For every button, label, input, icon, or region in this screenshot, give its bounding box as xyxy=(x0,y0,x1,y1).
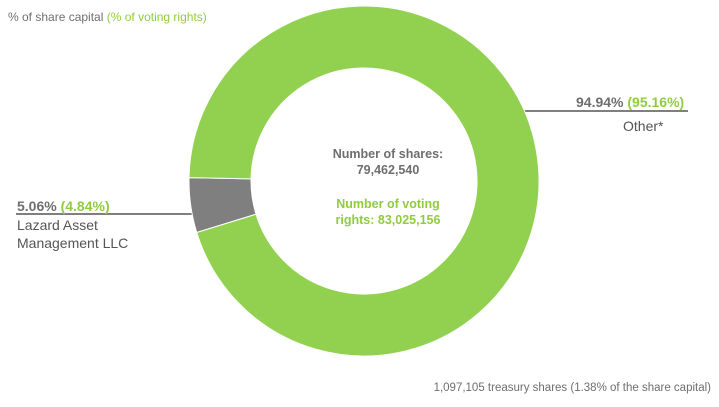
other-share-pct: 94.94% xyxy=(576,94,624,110)
other-name-label: Other* xyxy=(623,118,664,134)
lazard-voting-pct: (4.84%) xyxy=(60,198,110,214)
donut-slices xyxy=(188,5,540,357)
legend-note-share: % of share capital xyxy=(8,10,104,24)
center-voting-label: Number of voting xyxy=(336,197,440,211)
center-shares-text: Number of shares: 79,462,540 xyxy=(283,146,493,178)
center-voting-text: Number of voting rights: 83,025,156 xyxy=(283,196,493,228)
center-shares-value: 79,462,540 xyxy=(356,163,420,177)
other-voting-pct: (95.16%) xyxy=(627,94,685,110)
center-shares-label: Number of shares: xyxy=(332,147,444,161)
lazard-name-line-2: Management LLC xyxy=(17,235,129,251)
lazard-name-label: Lazard Asset Management LLC xyxy=(17,216,128,252)
center-voting-value: rights: 83,025,156 xyxy=(335,213,441,227)
lazard-value-label: 5.06% (4.84%) xyxy=(17,198,110,214)
legend-note: % of share capital (% of voting rights) xyxy=(8,10,207,24)
lazard-name-line-1: Lazard Asset xyxy=(17,217,98,233)
treasury-footnote: 1,097,105 treasury shares (1.38% of the … xyxy=(433,382,711,394)
slice-other xyxy=(188,5,540,357)
legend-note-voting: (% of voting rights) xyxy=(106,10,207,24)
other-value-label: 94.94% (95.16%) xyxy=(576,94,684,110)
lazard-share-pct: 5.06% xyxy=(17,198,57,214)
